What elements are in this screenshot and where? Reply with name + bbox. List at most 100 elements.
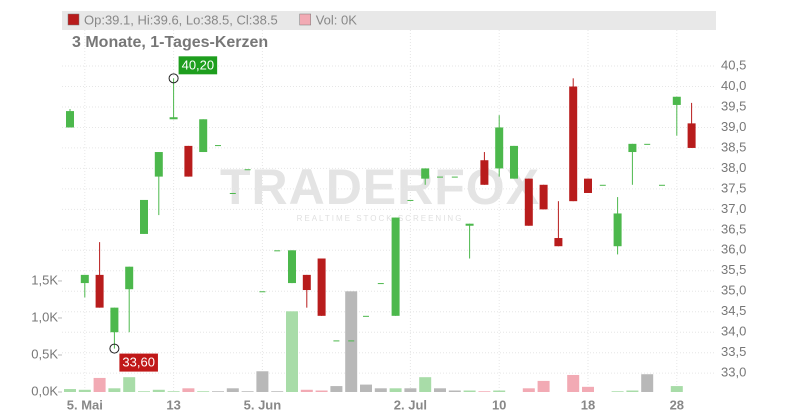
y-tick-label: 33,5: [721, 344, 746, 359]
volume-bar: [611, 391, 624, 392]
y-tick-label: 38,0: [721, 160, 746, 175]
candle-body: [125, 266, 134, 290]
watermark-sub: REALTIME STOCK SCREENING: [297, 214, 464, 223]
volume-bar: [64, 389, 76, 392]
volume-bar: [404, 388, 417, 392]
volume-bar: [182, 388, 195, 392]
candle-body: [584, 178, 592, 193]
candle-body: [80, 274, 89, 284]
candle-body: [539, 184, 548, 210]
volume-bar: [256, 371, 269, 392]
candle-body: [302, 274, 311, 291]
candle-body: [524, 178, 533, 226]
candle-body: [259, 291, 266, 293]
candle-body: [363, 315, 369, 317]
y-tick-label: 35,5: [721, 262, 746, 277]
volume-bar: [626, 390, 639, 392]
candle-body: [274, 250, 281, 252]
annotation-box: [119, 353, 158, 372]
candle-body: [391, 217, 400, 316]
y-tick-label: 37,0: [721, 201, 746, 216]
candle-body: [599, 184, 606, 186]
volume-bar: [670, 386, 683, 392]
y-tick-label: 39,0: [721, 119, 746, 134]
candle-body: [465, 223, 474, 226]
x-tick-label: 18: [581, 397, 595, 412]
candle-body: [407, 199, 414, 201]
volume-bar: [315, 390, 328, 392]
y-tick-label: 37,5: [721, 180, 746, 195]
candle-body: [140, 199, 148, 234]
legend-bar: [62, 11, 716, 30]
candle-body: [659, 184, 665, 186]
volume-bar: [419, 377, 432, 392]
candle-body: [510, 145, 518, 179]
candle-body: [480, 160, 489, 185]
x-tick-label: 10: [492, 397, 506, 412]
candle-body: [95, 274, 104, 308]
y-tick-label: 40,5: [721, 57, 746, 72]
volume-bar: [522, 388, 535, 392]
y-tick-label: 35,0: [721, 283, 746, 298]
x-tick-label: 2. Jul: [394, 397, 427, 412]
volume-bar: [108, 388, 121, 392]
volume-bar: [463, 390, 476, 392]
legend-label: Op:39.1, Hi:39.6, Lo:38.5, Cl:38.5: [84, 12, 278, 27]
y-tick-label: 34,0: [721, 324, 746, 339]
candle-body: [169, 117, 178, 120]
candle-body: [495, 127, 504, 169]
y-tick-label: 34,5: [721, 303, 746, 318]
annotation-box: [178, 56, 218, 75]
legend-label: Vol: 0K: [316, 12, 358, 27]
x-tick-label: 5. Jun: [244, 397, 282, 412]
x-tick-label: 5. Mai: [67, 397, 103, 412]
x-tick-label: 28: [670, 397, 684, 412]
volume-bar: [330, 386, 343, 392]
candle-body: [613, 213, 622, 247]
annotation-marker: [168, 73, 179, 84]
candle-body: [199, 119, 208, 153]
volume-bar: [448, 390, 461, 392]
candle-body: [437, 176, 443, 178]
annotation-label: 40,20: [182, 57, 215, 72]
candle-body: [333, 340, 340, 342]
y2-tick-label: 1,5K: [31, 272, 58, 287]
candle-body: [229, 192, 236, 194]
y-tick-label: 36,0: [721, 242, 746, 257]
candle-body: [154, 152, 163, 177]
volume-bar: [138, 391, 150, 392]
volume-bar: [493, 390, 506, 392]
candle-body: [377, 283, 384, 285]
volume-bar: [641, 374, 654, 392]
y-tick-label: 36,5: [721, 221, 746, 236]
candle-body: [348, 340, 355, 342]
volume-bar: [93, 377, 106, 392]
legend-swatch: [67, 13, 80, 26]
volume-bar: [197, 391, 210, 392]
y-tick-label: 40,0: [721, 78, 746, 93]
y2-tick-label: 0,5K: [31, 346, 58, 361]
candle-body: [421, 168, 430, 179]
candle-body: [215, 145, 221, 147]
y-tick-label: 38,5: [721, 139, 746, 154]
candle-body: [317, 258, 326, 316]
watermark: TRADERFOX: [220, 159, 540, 215]
volume-bar: [226, 388, 239, 392]
volume-bar: [345, 291, 358, 392]
candle-body: [628, 143, 637, 153]
y-tick-label: 39,5: [721, 98, 746, 113]
candle-body: [569, 86, 578, 202]
y2-tick-label: 0,0K: [31, 383, 58, 398]
candle-body: [184, 145, 193, 177]
volume-bar: [478, 391, 491, 392]
volume-bar: [300, 389, 313, 392]
volume-bar: [537, 380, 550, 392]
candle-body: [451, 176, 458, 178]
volume-bar: [567, 374, 580, 392]
volume-bar: [271, 391, 284, 392]
volume-bar: [123, 377, 136, 392]
x-tick-label: 13: [166, 397, 180, 412]
volume-bar: [389, 388, 402, 392]
